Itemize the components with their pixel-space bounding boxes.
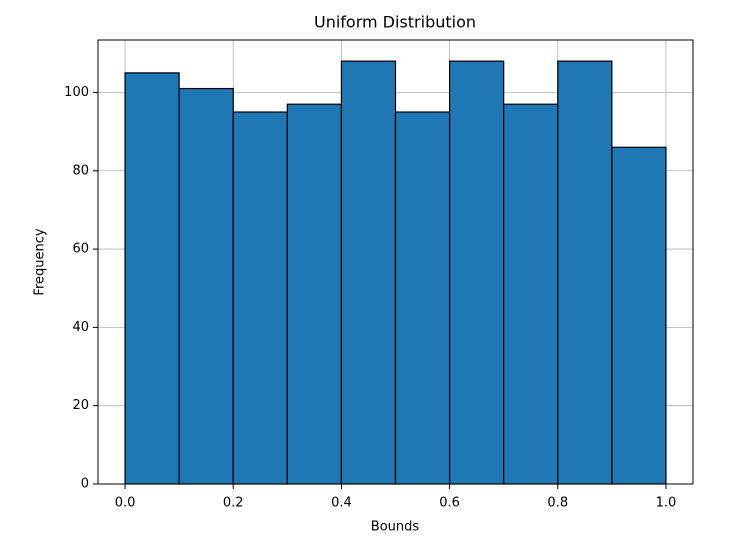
x-tick-label: 0.6 (439, 496, 460, 511)
y-tick-label: 100 (64, 85, 89, 100)
bar (611, 146, 667, 485)
bar (178, 87, 234, 485)
bar (394, 111, 451, 485)
y-tick-label: 80 (72, 163, 89, 178)
y-tick-label: 60 (72, 242, 89, 257)
y-tick-label: 0 (81, 477, 89, 492)
bar (286, 103, 343, 485)
x-tick-label: 0.2 (223, 496, 244, 511)
chart-title: Uniform Distribution (314, 13, 476, 32)
bar (124, 72, 180, 485)
bar (503, 103, 559, 485)
x-tick-label: 0.0 (115, 496, 136, 511)
plot-frame (97, 39, 694, 485)
x-axis-label: Bounds (371, 520, 420, 535)
x-tick-label: 0.4 (331, 496, 352, 511)
bar (557, 60, 613, 485)
bar (448, 60, 505, 485)
y-tick-label: 40 (72, 320, 89, 335)
bar (340, 60, 397, 485)
x-tick-label: 1.0 (656, 496, 677, 511)
y-tick-label: 20 (72, 398, 89, 413)
x-tick-label: 0.8 (547, 496, 568, 511)
y-axis-label: Frequency (33, 228, 48, 295)
bar (232, 111, 288, 485)
